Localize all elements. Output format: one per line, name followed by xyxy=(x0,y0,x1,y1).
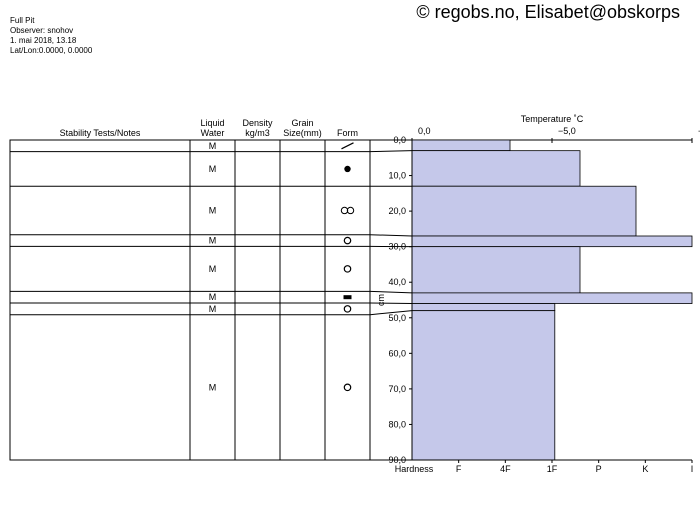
depth-tick-label: 10,0 xyxy=(388,171,406,181)
depth-tick-label: 80,0 xyxy=(388,419,406,429)
form-icon xyxy=(342,143,354,149)
latlon-line: Lat/Lon:0.0000, 0.0000 xyxy=(10,46,92,56)
form-icon xyxy=(341,207,353,213)
depth-tick-label: 0,0 xyxy=(393,135,406,145)
liquid-water-cell: M xyxy=(209,164,217,174)
liquid-water-cell: M xyxy=(209,264,217,274)
form-icon xyxy=(344,166,350,172)
liquid-water-cell: M xyxy=(209,205,217,215)
hardness-tick-label: Hardness xyxy=(395,464,434,474)
temp-tick-label: 0,0 xyxy=(418,126,431,136)
form-icon xyxy=(344,384,350,390)
hardness-bar xyxy=(412,151,580,187)
liquid-water-cell: M xyxy=(209,304,217,314)
hardness-bar xyxy=(412,304,555,311)
depth-tick-label: 30,0 xyxy=(388,242,406,252)
hardness-bar xyxy=(412,140,510,151)
hardness-bar xyxy=(412,236,692,247)
temp-tick-label: −5,0 xyxy=(558,126,576,136)
snow-profile-chart: Stability Tests/Notes LiquidWater Densityk… xyxy=(0,110,700,490)
col-header: Form xyxy=(337,128,358,138)
liquid-water-cell: M xyxy=(209,141,217,151)
hardness-tick-label: P xyxy=(596,464,602,474)
depth-tick-label: 70,0 xyxy=(388,384,406,394)
hardness-tick-label: K xyxy=(642,464,648,474)
observer-line: Observer: snohov xyxy=(10,26,92,36)
col-header: kg/m3 xyxy=(245,128,270,138)
col-header: Grain xyxy=(291,118,313,128)
hardness-bar xyxy=(412,186,636,236)
depth-tick-label: 40,0 xyxy=(388,277,406,287)
depth-tick-label: 20,0 xyxy=(388,206,406,216)
form-icon xyxy=(344,237,350,243)
hardness-tick-label: F xyxy=(456,464,462,474)
temp-axis-title: Temperature ˚C xyxy=(521,114,584,124)
col-header: Density xyxy=(242,118,273,128)
col-header: Water xyxy=(201,128,225,138)
hardness-bar xyxy=(412,311,555,460)
credit: © regobs.no, Elisabet@obskorps xyxy=(416,2,680,23)
hardness-bar xyxy=(412,293,692,304)
col-header: Size(mm) xyxy=(283,128,322,138)
col-header: Liquid xyxy=(200,118,224,128)
depth-axis-label: cm xyxy=(376,294,386,306)
form-icon xyxy=(344,306,350,312)
form-icon xyxy=(344,266,350,272)
hardness-bar xyxy=(412,247,580,293)
date-line: 1. mai 2018, 13.18 xyxy=(10,36,92,46)
liquid-water-cell: M xyxy=(209,382,217,392)
hardness-tick-label: 4F xyxy=(500,464,511,474)
pit-title: Full Pit xyxy=(10,16,92,26)
notes-header: Stability Tests/Notes xyxy=(60,128,141,138)
depth-tick-label: 60,0 xyxy=(388,348,406,358)
form-icon xyxy=(344,295,352,299)
hardness-tick-label: I xyxy=(691,464,694,474)
liquid-water-cell: M xyxy=(209,292,217,302)
hardness-tick-label: 1F xyxy=(547,464,558,474)
depth-tick-label: 50,0 xyxy=(388,313,406,323)
liquid-water-cell: M xyxy=(209,236,217,246)
meta-block: Full Pit Observer: snohov 1. mai 2018, 1… xyxy=(10,16,92,56)
